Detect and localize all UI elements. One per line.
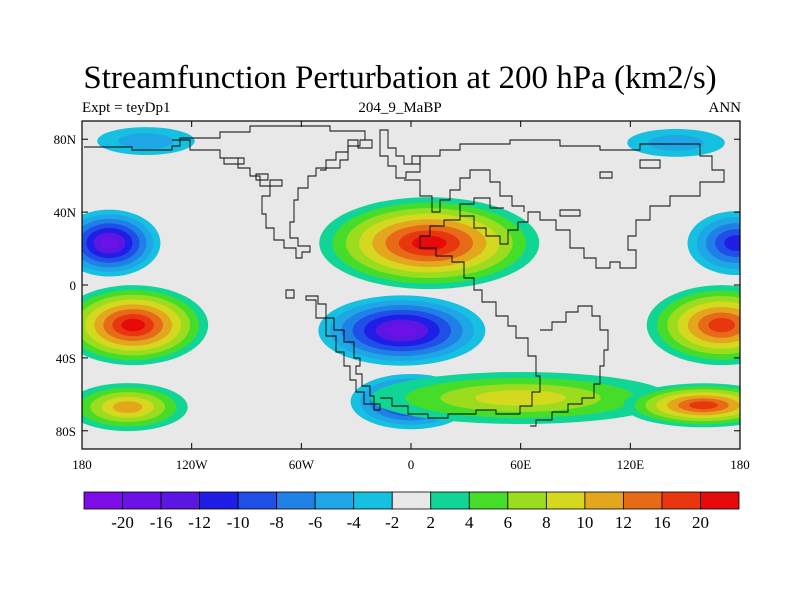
colorbar-label: -20 <box>111 513 134 532</box>
colorbar-box <box>661 491 701 510</box>
coastline-north-america <box>84 125 373 259</box>
y-tick-label: 40S <box>56 351 76 366</box>
contour-arctic-asia-low-2 <box>648 134 704 151</box>
contour-pacific-sh-subpolar-high-6 <box>689 401 718 410</box>
colorbar-box <box>700 491 740 510</box>
x-tick-label: 120E <box>617 457 645 472</box>
coastline-eurasia-africa <box>320 139 725 419</box>
x-tick-label: 180 <box>730 457 750 472</box>
colorbar-box <box>276 491 316 510</box>
colorbar-box <box>507 491 547 510</box>
y-tick-label: 80N <box>54 132 77 147</box>
colorbar-label: -10 <box>227 513 250 532</box>
season-label: ANN <box>708 100 742 116</box>
y-tick-label: 80S <box>56 424 76 439</box>
colorbar-box <box>545 491 586 510</box>
colorbar-label: 20 <box>692 513 709 532</box>
y-axis-ticks: 80N 40N 0 40S 80S <box>54 132 740 439</box>
colorbar-label: 16 <box>653 513 670 532</box>
colorbar-box <box>237 491 278 510</box>
colorbar-label: 2 <box>427 513 436 532</box>
colorbar-box <box>83 491 123 510</box>
colorbar: -20 -16 -12 -10 -8 -6 -4 -2 2 4 6 8 10 12 16 20 <box>83 491 740 532</box>
contour-asian-nh-high-7 <box>412 235 447 251</box>
colorbar-label: -16 <box>150 513 173 532</box>
contour-pacific-nh-low-east-edge--5 <box>724 235 740 251</box>
colorbar-label: -12 <box>188 513 211 532</box>
contour-atlantic-sh-low-7 <box>386 324 417 337</box>
contour-arctic-atlantic-low-2 <box>118 133 174 149</box>
contour-pacific-sh-subpolar-high-west-edge--4 <box>112 401 143 413</box>
colorbar-box <box>391 491 432 510</box>
x-tick-label: 0 <box>408 457 415 472</box>
coastline-polar-fragment <box>559 159 661 217</box>
y-tick-label: 40N <box>54 205 77 220</box>
coastline-south-america <box>285 289 381 411</box>
colorbar-box <box>430 491 470 510</box>
chart-title: Streamfunction Perturbation at 200 hPa (… <box>83 60 717 96</box>
colorbar-label: 10 <box>576 513 593 532</box>
experiment-label: Expt = teyDp1 <box>82 100 171 116</box>
coastline-australia <box>530 305 609 427</box>
contour-indian-sh-high-3 <box>475 390 567 406</box>
colorbar-box <box>160 491 200 510</box>
case-label: 204_9_MaBP <box>358 100 442 116</box>
x-tick-label: 60E <box>510 457 531 472</box>
x-tick-label: 60W <box>289 457 315 472</box>
contour-pacific-nh-low-7 <box>100 237 119 250</box>
colorbar-label: 8 <box>542 513 551 532</box>
colorbar-label: 12 <box>615 513 632 532</box>
colorbar-label: 4 <box>465 513 474 532</box>
colorbar-box <box>623 491 663 510</box>
colorbar-box <box>584 491 624 510</box>
coastline-alaska-islands <box>223 157 283 187</box>
colorbar-box <box>199 491 239 510</box>
x-tick-label: 180 <box>72 457 92 472</box>
coastline-layer <box>84 125 725 427</box>
colorbar-label: -8 <box>270 513 284 532</box>
x-axis-ticks: 180 120W 60W 0 60E 120E 180 <box>72 121 750 472</box>
colorbar-box <box>314 491 355 510</box>
coastline-europe <box>404 169 525 216</box>
colorbar-label: -2 <box>385 513 399 532</box>
contour-fill-layer <box>82 121 740 434</box>
colorbar-box <box>122 491 162 510</box>
y-tick-label: 0 <box>70 278 77 293</box>
contour-pacific-sh-high-east-edge--6 <box>708 317 736 333</box>
x-tick-label: 120W <box>176 457 209 472</box>
colorbar-label: -6 <box>308 513 322 532</box>
contour-pacific-sh-high-7 <box>121 318 145 332</box>
colorbar-label: 6 <box>504 513 513 532</box>
colorbar-box <box>468 491 509 510</box>
colorbar-box <box>353 491 393 510</box>
colorbar-label: -4 <box>347 513 362 532</box>
